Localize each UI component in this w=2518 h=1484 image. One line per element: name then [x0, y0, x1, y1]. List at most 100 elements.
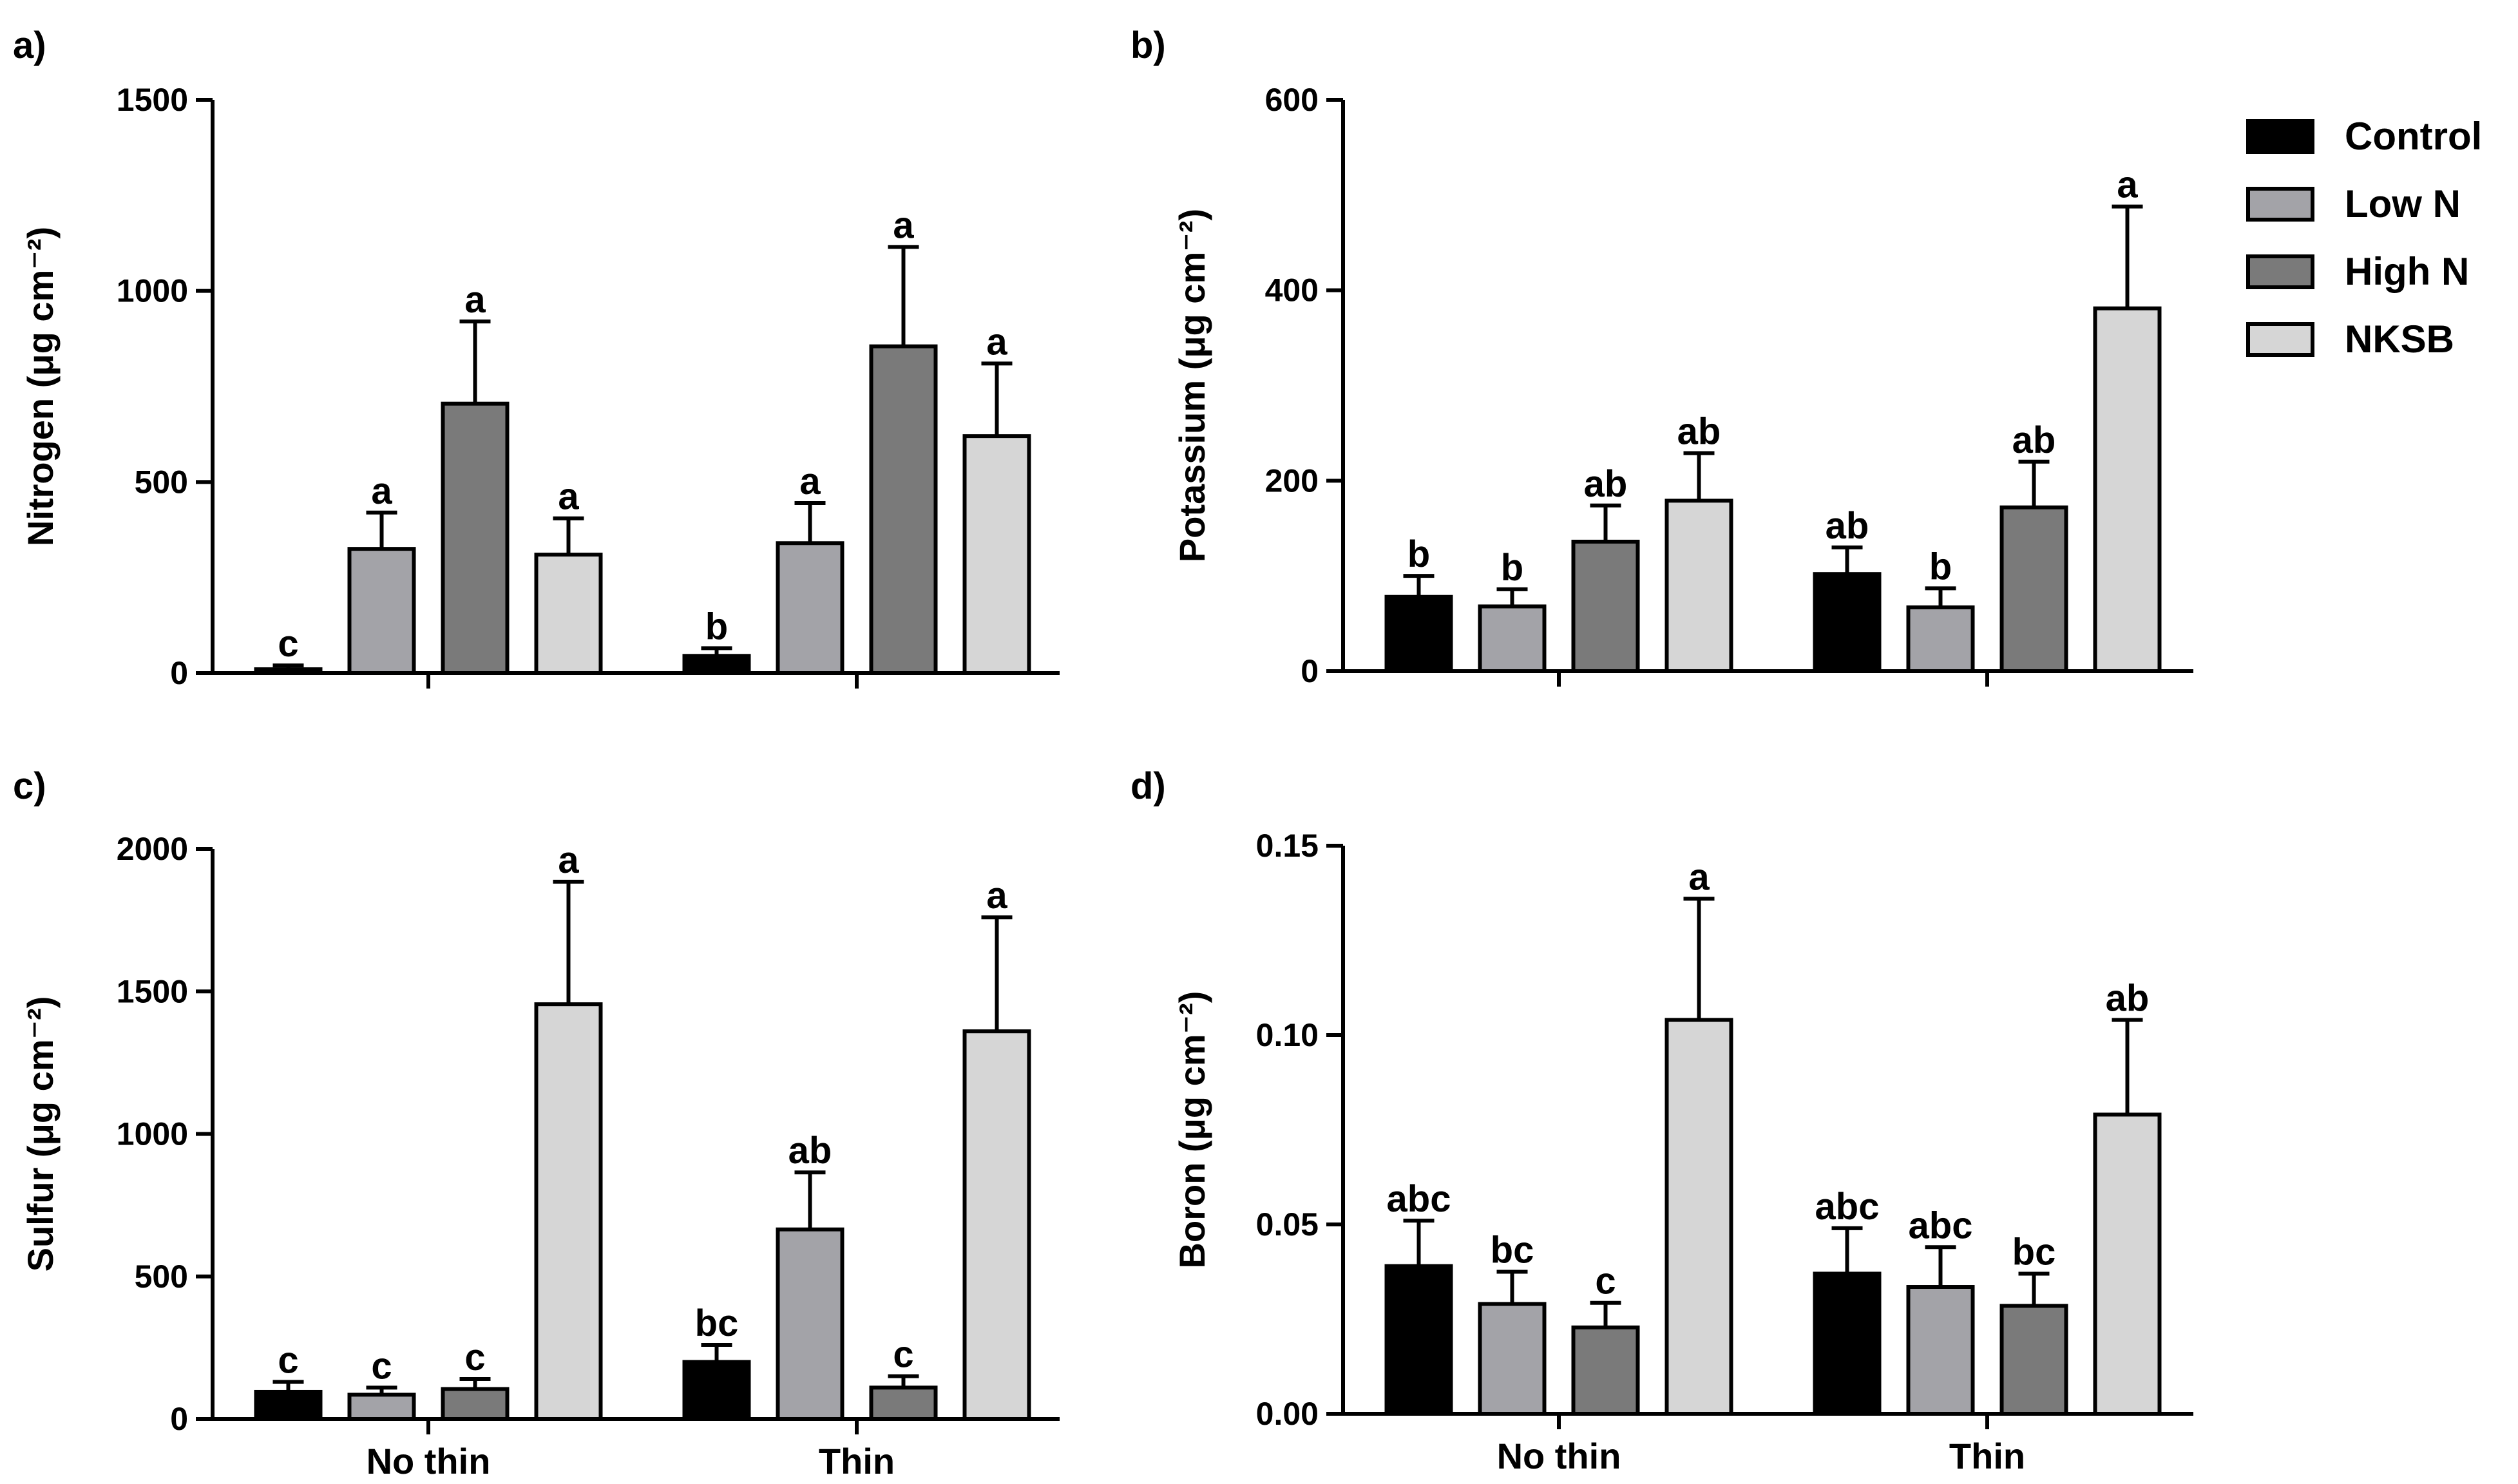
bar-high-n — [869, 1385, 938, 1421]
y-tick-label: 2000 — [117, 831, 188, 867]
y-tick-label: 0 — [170, 655, 188, 691]
legend-swatch — [2246, 119, 2314, 154]
chart-panel-4: d) 0.00 0.05 0.10 0.15 Boron (μg cm⁻²) No thin… — [1130, 765, 2193, 1476]
bar-low-n — [776, 1227, 844, 1422]
y-tick-label: 1000 — [117, 1116, 188, 1152]
significance-letter: b — [1929, 546, 1952, 587]
y-axis-label: Boron (μg cm⁻²) — [1172, 991, 1212, 1269]
significance-letter: c — [464, 1337, 485, 1378]
bar-low-n — [347, 547, 416, 676]
panel-label: c) — [13, 765, 46, 807]
bar-control — [1384, 595, 1453, 673]
y-tick-label: 400 — [1265, 272, 1319, 309]
bar-low-n — [347, 1393, 416, 1421]
y-tick-label: 200 — [1265, 462, 1319, 499]
y-tick-label: 0 — [1301, 653, 1319, 689]
panel-label: a) — [13, 24, 46, 66]
panel-label: b) — [1130, 24, 1166, 66]
bar-control — [682, 1360, 751, 1421]
bar-nksb — [2093, 306, 2162, 673]
significance-letter: a — [464, 279, 486, 321]
significance-letter: b — [1407, 533, 1430, 575]
bar-low-n — [1478, 604, 1547, 673]
bar-low-n — [1906, 1285, 1975, 1416]
significance-letter: a — [986, 875, 1007, 917]
bar-high-n — [441, 1387, 510, 1422]
bar-high-n — [1571, 1325, 1640, 1416]
x-tick-label: Thin — [1949, 1436, 2025, 1476]
bar-control — [1813, 572, 1882, 674]
significance-letter: bc — [2012, 1231, 2056, 1273]
bar-control — [1384, 1264, 1453, 1416]
significance-letter: bc — [1491, 1230, 1534, 1271]
x-tick-label: Thin — [819, 1441, 895, 1481]
bar-high-n — [1571, 539, 1640, 673]
y-tick-label: 500 — [135, 464, 188, 500]
significance-letter: ab — [1826, 505, 1869, 547]
bar-high-n — [441, 401, 510, 675]
significance-letter: a — [2117, 164, 2138, 206]
significance-letter: a — [1688, 856, 1710, 898]
y-tick-label: 500 — [135, 1259, 188, 1295]
legend-swatch — [2246, 187, 2314, 222]
significance-letter: a — [799, 461, 821, 502]
significance-letter: a — [558, 476, 579, 518]
legend-item: Low N — [2246, 182, 2461, 225]
bar-low-n — [776, 541, 844, 675]
significance-letter: a — [371, 470, 392, 512]
bar-low-n — [1478, 1302, 1547, 1416]
bar-nksb — [534, 553, 603, 675]
significance-letter: a — [558, 839, 579, 881]
bar-high-n — [869, 344, 938, 675]
bar-nksb — [962, 434, 1031, 676]
bar-nksb — [1664, 499, 1733, 674]
bar-nksb — [1664, 1018, 1733, 1416]
y-tick-label: 0.00 — [1256, 1396, 1319, 1432]
y-axis-label: Sulfur (μg cm⁻²) — [20, 996, 61, 1272]
significance-letter: abc — [1815, 1186, 1880, 1228]
bar-control — [254, 667, 323, 675]
legend-label: High N — [2345, 250, 2469, 293]
bar-control — [254, 1389, 323, 1421]
significance-letter: c — [278, 1339, 298, 1381]
y-tick-label: 1500 — [117, 82, 188, 118]
bar-low-n — [1906, 605, 1975, 673]
significance-letter: ab — [1584, 463, 1628, 505]
significance-letter: c — [371, 1345, 392, 1387]
legend-label: Control — [2345, 115, 2482, 158]
significance-letter: c — [1595, 1260, 1616, 1302]
significance-letter: c — [893, 1334, 913, 1376]
y-tick-label: 0.15 — [1256, 828, 1319, 864]
y-tick-label: 0.05 — [1256, 1206, 1319, 1242]
legend-label: Low N — [2345, 182, 2461, 225]
legend-item: High N — [2246, 250, 2469, 293]
significance-letter: c — [278, 623, 298, 665]
legend-item: NKSB — [2246, 318, 2454, 361]
y-tick-label: 600 — [1265, 82, 1319, 118]
bar-nksb — [2093, 1112, 2162, 1416]
bar-nksb — [962, 1029, 1031, 1421]
bar-high-n — [1999, 1304, 2068, 1416]
bar-high-n — [1999, 505, 2068, 674]
chart-panel-2: b) 0 200 400 600 Potassium (μg cm⁻²) b ab b b ab ab… — [1130, 24, 2193, 689]
x-tick-label: No thin — [1497, 1436, 1621, 1476]
y-tick-label: 1500 — [117, 973, 188, 1009]
legend-swatch — [2246, 254, 2314, 289]
significance-letter: b — [1501, 547, 1523, 589]
bar-nksb — [534, 1002, 603, 1421]
significance-letter: bc — [695, 1302, 739, 1344]
legend-item: Control — [2246, 115, 2482, 158]
y-axis-label: Potassium (μg cm⁻²) — [1172, 209, 1212, 562]
y-tick-label: 1000 — [117, 273, 188, 309]
y-tick-label: 0.10 — [1256, 1017, 1319, 1053]
bar-control — [1813, 1271, 1882, 1416]
significance-letter: a — [893, 204, 914, 246]
significance-letter: b — [705, 605, 728, 647]
significance-letter: ab — [1677, 410, 1721, 452]
y-tick-label: 0 — [170, 1401, 188, 1437]
legend-label: NKSB — [2345, 318, 2454, 361]
significance-letter: abc — [1909, 1204, 1973, 1246]
significance-letter: abc — [1387, 1178, 1451, 1220]
